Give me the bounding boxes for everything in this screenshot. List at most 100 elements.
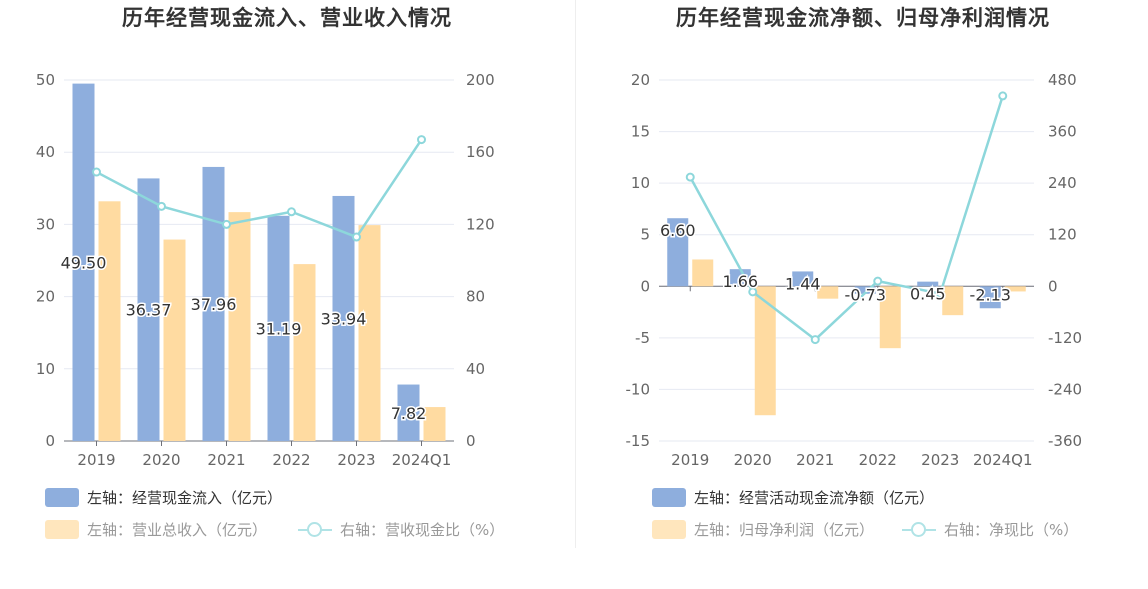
y-tick-right: 40 — [466, 360, 485, 378]
y-tick-right: -120 — [1048, 329, 1082, 347]
bar-secondary — [817, 286, 839, 299]
legend-item-netratio[interactable]: 右轴：净现比（%） — [902, 519, 1078, 540]
ratio-point — [92, 167, 101, 177]
x-tick-label: 2022 — [272, 451, 310, 469]
chart-plot-area: -15 -10 -5 0 5 10 15 20 -360 -240 -120 0 120 240 360 48… — [626, 71, 1083, 469]
bar-primary — [667, 218, 689, 287]
chart-title: 历年经营现金流净额、归母净利润情况 — [676, 6, 1050, 30]
bar-secondary — [692, 259, 714, 287]
data-label: 1.44 — [785, 274, 821, 293]
ratio-point — [157, 201, 166, 211]
bar-secondary — [228, 212, 251, 441]
ratio-point — [352, 232, 361, 242]
bar-secondary — [879, 286, 901, 349]
data-label: 37.96 — [191, 295, 237, 314]
legend-swatch — [45, 488, 79, 507]
bar-secondary — [163, 239, 186, 441]
legend-label: 右轴：净现比（%） — [944, 521, 1079, 539]
bar-primary — [854, 286, 876, 294]
x-tick-label: 2024Q1 — [973, 451, 1033, 469]
y-tick-right: 0 — [466, 432, 476, 450]
data-label: 49.50 — [61, 253, 107, 272]
data-label: 33.94 — [321, 309, 367, 328]
y-tick-left: -15 — [626, 432, 651, 450]
legend-swatch — [45, 520, 79, 539]
bar-secondary — [358, 225, 381, 441]
y-tick-left: -5 — [635, 329, 650, 347]
bar-primary — [729, 269, 751, 287]
bar-primary — [137, 178, 160, 441]
y-tick-left: 40 — [36, 143, 55, 161]
bar-primary — [397, 384, 420, 441]
ratio-point — [935, 289, 945, 299]
legend-label: 左轴：营业总收入（亿元） — [87, 521, 268, 539]
y-tick-left: -10 — [626, 380, 651, 398]
y-tick-left: 50 — [36, 71, 55, 89]
ratio-point — [287, 207, 296, 217]
bar-secondary — [1004, 286, 1026, 292]
bar-primary — [267, 215, 290, 441]
legend-item-netcash[interactable]: 左轴：经营活动现金流净额（亿元） — [652, 487, 934, 508]
x-tick-label: 2024Q1 — [392, 451, 452, 469]
y-tick-right: 160 — [466, 143, 495, 161]
y-tick-right: 0 — [1048, 277, 1058, 295]
chart-panel-netcash-profit: 历年经营现金流净额、归母净利润情况 -15 -10 -5 0 5 10 15 20 -360 -2… — [578, 0, 1148, 589]
bar-primary — [202, 166, 225, 441]
bar-primary — [792, 271, 814, 287]
chart-plot-area: 0 10 20 30 40 50 0 40 80 120 160 200 2019 2020 2021 202… — [36, 71, 495, 469]
y-tick-left: 30 — [36, 215, 55, 233]
data-label: -0.73 — [845, 285, 886, 304]
y-tick-left: 20 — [36, 288, 55, 306]
bar-secondary — [293, 264, 316, 441]
data-label: 31.19 — [256, 319, 302, 338]
y-tick-right: -360 — [1048, 432, 1082, 450]
legend-item-inflow[interactable]: 左轴：经营现金流入（亿元） — [45, 487, 282, 508]
bar-secondary — [98, 201, 121, 441]
x-tick-label: 2021 — [207, 451, 245, 469]
bar-secondary — [754, 286, 776, 416]
bar-secondary — [423, 407, 446, 441]
x-tick-label: 2019 — [77, 451, 115, 469]
legend-item-revenue[interactable]: 左轴：营业总收入（亿元） — [45, 519, 267, 540]
panel-divider — [575, 0, 576, 548]
legend-swatch — [652, 520, 686, 539]
legend-line-icon — [902, 520, 936, 539]
y-tick-right: 120 — [466, 215, 495, 233]
bar-primary — [979, 286, 1001, 309]
ratio-point — [873, 276, 883, 286]
x-tick-label: 2023 — [337, 451, 375, 469]
legend-line-icon — [298, 520, 332, 539]
x-tick-label: 2021 — [796, 451, 834, 469]
x-tick-label: 2023 — [921, 451, 959, 469]
legend-item-profit[interactable]: 左轴：归母净利润（亿元） — [652, 519, 874, 540]
y-tick-right: 120 — [1048, 226, 1077, 244]
ratio-point — [810, 335, 820, 345]
legend-label: 右轴：营收现金比（%） — [340, 521, 505, 539]
ratio-line — [95, 138, 423, 239]
y-tick-left: 0 — [640, 277, 650, 295]
y-tick-right: 200 — [466, 71, 495, 89]
x-tick-label: 2019 — [671, 451, 709, 469]
bar-primary — [917, 281, 939, 287]
legend-swatch — [652, 488, 686, 507]
ratio-point — [748, 287, 758, 297]
x-tick-label: 2020 — [142, 451, 180, 469]
x-tick-label: 2020 — [734, 451, 772, 469]
legend-label: 左轴：归母净利润（亿元） — [694, 521, 875, 539]
y-tick-right: -240 — [1048, 380, 1082, 398]
y-tick-right: 80 — [466, 288, 485, 306]
y-tick-right: 360 — [1048, 123, 1077, 141]
y-tick-left: 5 — [640, 226, 650, 244]
y-tick-left: 10 — [631, 174, 650, 192]
data-label: 7.82 — [391, 404, 427, 423]
data-label: -2.13 — [970, 285, 1011, 304]
data-label: 6.60 — [660, 221, 696, 240]
data-label: 0.45 — [910, 285, 946, 304]
ratio-line — [689, 95, 1004, 342]
ratio-point — [222, 219, 231, 229]
x-tick-label: 2022 — [859, 451, 897, 469]
legend-label: 左轴：经营现金流入（亿元） — [87, 489, 283, 507]
legend-item-ratio[interactable]: 右轴：营收现金比（%） — [298, 519, 504, 540]
y-tick-left: 10 — [36, 360, 55, 378]
bar-primary — [72, 83, 95, 442]
